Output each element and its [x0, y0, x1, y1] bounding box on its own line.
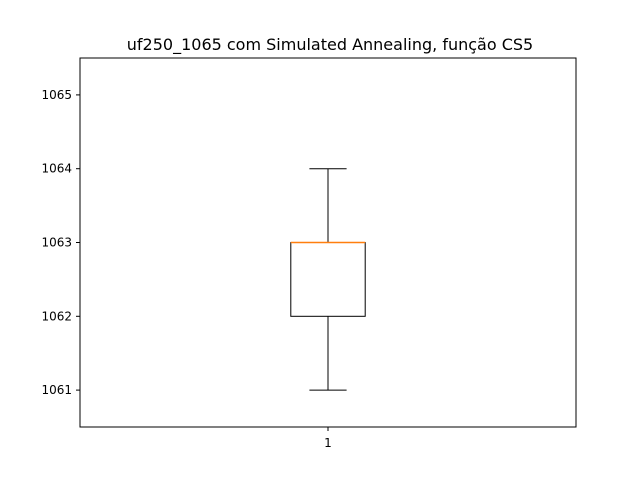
chart-title: uf250_1065 com Simulated Annealing, funç…: [127, 35, 533, 55]
iqr-box: [290, 242, 366, 317]
y-tick-label: 1062: [41, 309, 72, 323]
y-tick-label: 1064: [41, 162, 72, 176]
x-axis: 1: [324, 427, 332, 450]
y-axis: 1061 1062 1063 1064 1065: [41, 88, 80, 397]
box-series: [290, 168, 366, 391]
y-tick-label: 1063: [41, 236, 72, 250]
y-tick-label: 1065: [41, 88, 72, 102]
y-tick-label: 1061: [41, 383, 72, 397]
x-tick-label: 1: [324, 436, 332, 450]
